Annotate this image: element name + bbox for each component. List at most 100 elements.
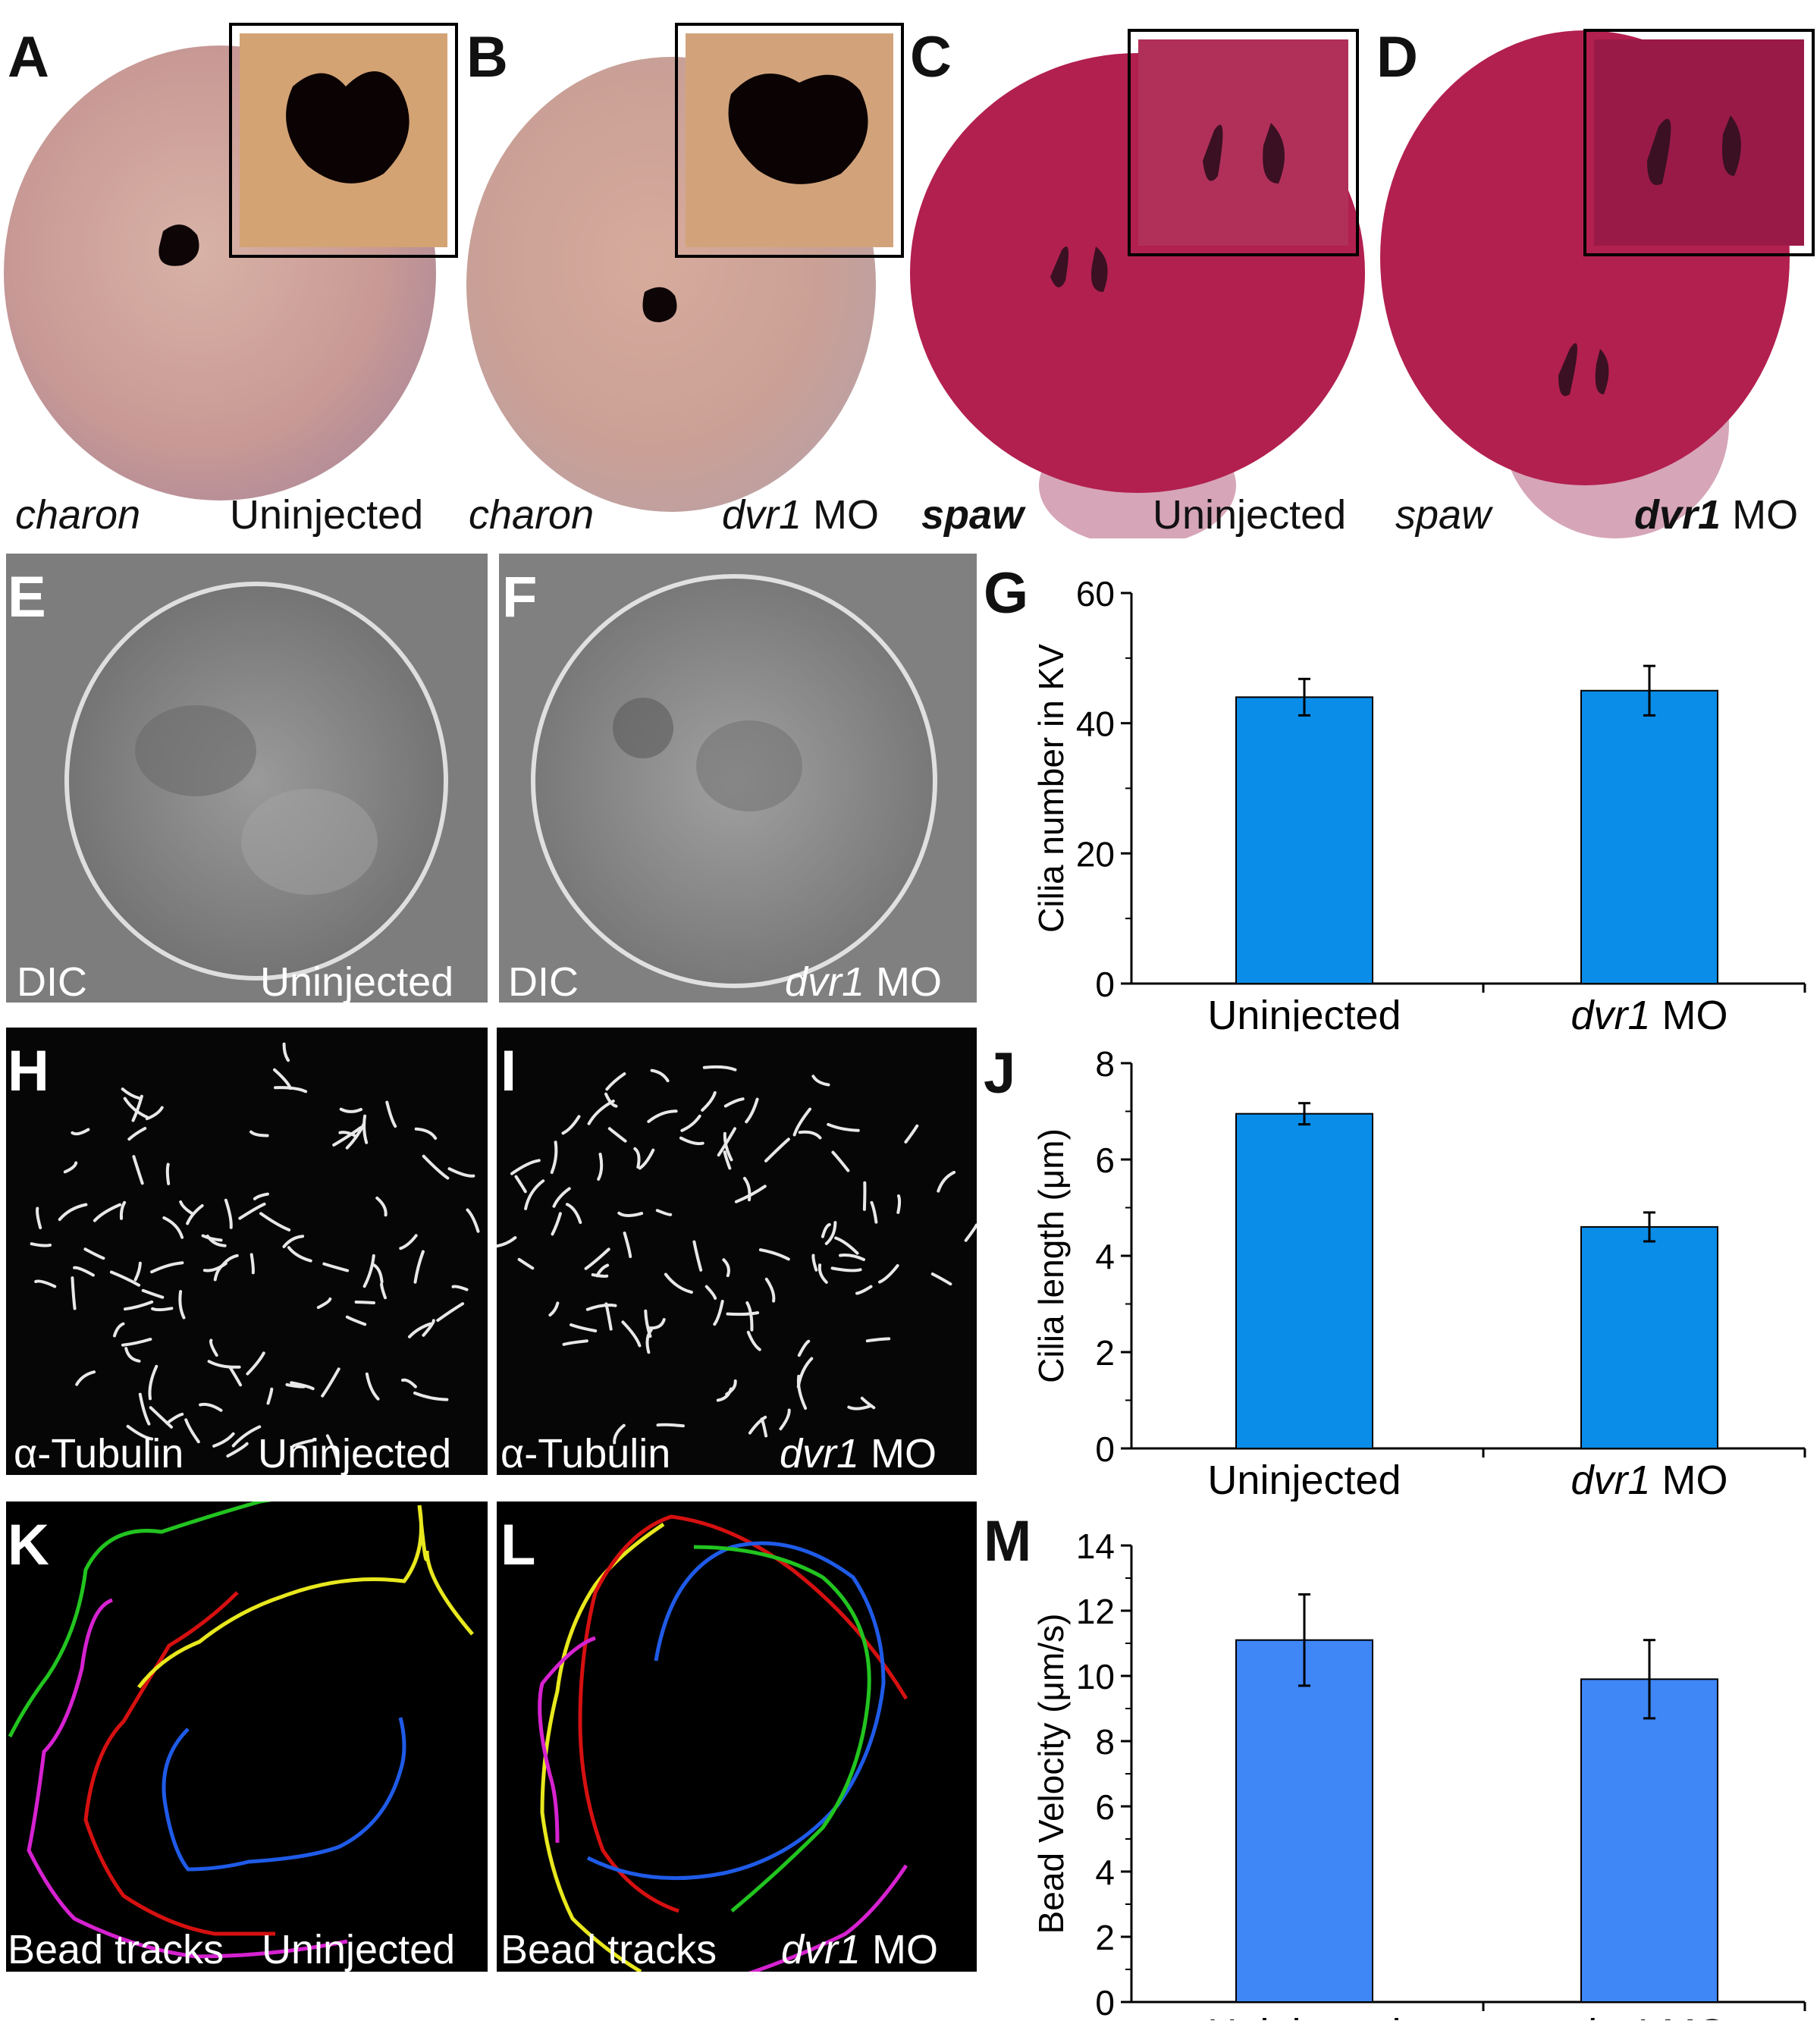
cilium-mark xyxy=(742,1176,752,1202)
cilium-mark xyxy=(779,1408,791,1431)
category-label-gene: dvr1 xyxy=(1571,993,1650,1031)
cilium-mark xyxy=(354,1301,375,1304)
y-axis-label: Cilia length (μm) xyxy=(1031,1128,1071,1383)
cilium-mark xyxy=(862,1181,867,1211)
inset-c xyxy=(1128,29,1359,256)
probe-label-a: charon xyxy=(15,492,141,538)
cilium-mark xyxy=(860,1396,876,1410)
y-tick-label: 2 xyxy=(1095,1918,1115,1957)
cilium-mark xyxy=(811,1254,818,1272)
condition-gene-d: dvr1 xyxy=(1634,492,1721,538)
cilium-mark xyxy=(597,1153,604,1181)
probe-label-b: charon xyxy=(469,492,595,538)
cilium-mark xyxy=(514,1175,527,1194)
probe-label-c: spaw xyxy=(921,492,1025,538)
cilium-mark xyxy=(246,1351,265,1376)
cilium-mark xyxy=(497,1236,517,1248)
cilium-mark xyxy=(644,1309,652,1338)
y-tick-label: 0 xyxy=(1095,965,1115,1004)
panel-letter-j: J xyxy=(984,1041,1016,1106)
cilium-mark xyxy=(401,1378,417,1389)
cilium-mark xyxy=(224,1198,233,1229)
cilium-mark xyxy=(282,1042,290,1062)
condition-label-i: dvr1 MO xyxy=(780,1433,937,1474)
condition-suffix-l: MO xyxy=(861,1927,939,1972)
method-label-e: DIC xyxy=(17,959,87,1005)
y-tick-label: 10 xyxy=(1076,1657,1115,1696)
cilium-mark xyxy=(162,1216,184,1239)
category-label-text: Uninjected xyxy=(1207,1458,1401,1502)
cilium-mark xyxy=(207,1360,241,1369)
chart-j-svg: 0 2 4 6 8 Cilia length (μm) Uninjected dvr1 MO xyxy=(1031,1044,1806,1503)
panel-i xyxy=(497,1028,977,1475)
category-label-text: MO xyxy=(1651,1458,1728,1502)
category-label: Uninjected xyxy=(1207,993,1401,1031)
cilium-mark xyxy=(249,1253,255,1275)
y-axis-label: Cilia number in KV xyxy=(1031,644,1071,933)
condition-gene-f: dvr1 xyxy=(785,959,865,1005)
cilium-mark xyxy=(413,1250,425,1284)
cilium-mark xyxy=(332,1126,362,1147)
cilium-mark xyxy=(179,1200,193,1215)
cilium-mark xyxy=(83,1247,105,1260)
cilium-mark xyxy=(745,1301,754,1332)
cilium-mark xyxy=(132,1155,144,1185)
cilium-mark xyxy=(796,1374,808,1410)
cilium-mark xyxy=(524,1179,545,1210)
cilium-mark xyxy=(680,1114,701,1132)
cilium-mark xyxy=(73,1266,95,1277)
cilium-mark xyxy=(151,1307,174,1312)
condition-label-k: Uninjected xyxy=(262,1927,456,1972)
bead-track-red xyxy=(83,1591,275,1936)
cilium-mark xyxy=(613,1423,626,1445)
cilium-mark xyxy=(561,1115,581,1135)
category-label: Uninjected xyxy=(1207,1458,1401,1502)
cilium-mark xyxy=(834,1236,859,1255)
cilium-mark xyxy=(896,1194,902,1214)
cilium-mark xyxy=(93,1203,122,1222)
cilium-mark xyxy=(656,1423,685,1428)
cilium-mark xyxy=(510,1159,541,1175)
cilium-mark xyxy=(878,1264,899,1284)
cilium-mark xyxy=(124,1300,154,1311)
panel-f xyxy=(499,554,977,1003)
cilium-mark xyxy=(71,1276,77,1310)
condition-suffix-d: MO xyxy=(1721,492,1799,538)
cilium-mark xyxy=(798,1130,822,1140)
cilium-mark xyxy=(127,1127,147,1141)
chart-j: 0 2 4 6 8 Cilia length (μm) Uninjected dvr1 MO xyxy=(1001,1044,1820,1503)
chart-g: 0 20 40 60 Cilia number in KV Uninjected dvr1 … xyxy=(1001,574,1820,1038)
cilium-mark xyxy=(855,1285,873,1295)
cilium-mark xyxy=(734,1185,767,1203)
y-tick-label: 2 xyxy=(1095,1333,1115,1373)
cilium-mark xyxy=(570,1323,598,1332)
cilium-mark xyxy=(517,1257,535,1270)
category-label: dvr1 MO xyxy=(1571,993,1727,1031)
cilium-mark xyxy=(380,1282,387,1300)
y-tick-label: 8 xyxy=(1095,1047,1115,1084)
y-tick-label: 4 xyxy=(1095,1853,1115,1892)
cilium-mark xyxy=(322,1262,350,1272)
cilium-mark xyxy=(552,1187,571,1208)
cilium-mark xyxy=(36,1207,42,1229)
cilium-mark xyxy=(655,1209,673,1216)
category-label-text: MO xyxy=(1651,2011,1728,2020)
method-label-k: Bead tracks xyxy=(8,1927,224,1972)
cilium-mark xyxy=(362,1254,375,1288)
cilium-mark xyxy=(623,1232,632,1258)
cilium-mark xyxy=(422,1319,435,1337)
bar xyxy=(1580,1678,1718,2004)
cilium-mark xyxy=(830,1266,862,1272)
cilium-mark xyxy=(372,1263,384,1284)
cilium-mark xyxy=(316,1297,332,1310)
cilium-mark xyxy=(607,1127,627,1143)
y-tick-label: 0 xyxy=(1095,1429,1115,1469)
cilium-mark xyxy=(58,1203,88,1222)
cilium-mark xyxy=(937,1170,956,1193)
inset-image-c xyxy=(1203,123,1285,184)
cilium-mark xyxy=(587,1100,615,1125)
cilium-mark xyxy=(30,1242,52,1247)
cilium-mark xyxy=(274,1086,308,1094)
cilium-mark xyxy=(648,1318,666,1330)
bead-track-magenta xyxy=(27,1598,348,1959)
